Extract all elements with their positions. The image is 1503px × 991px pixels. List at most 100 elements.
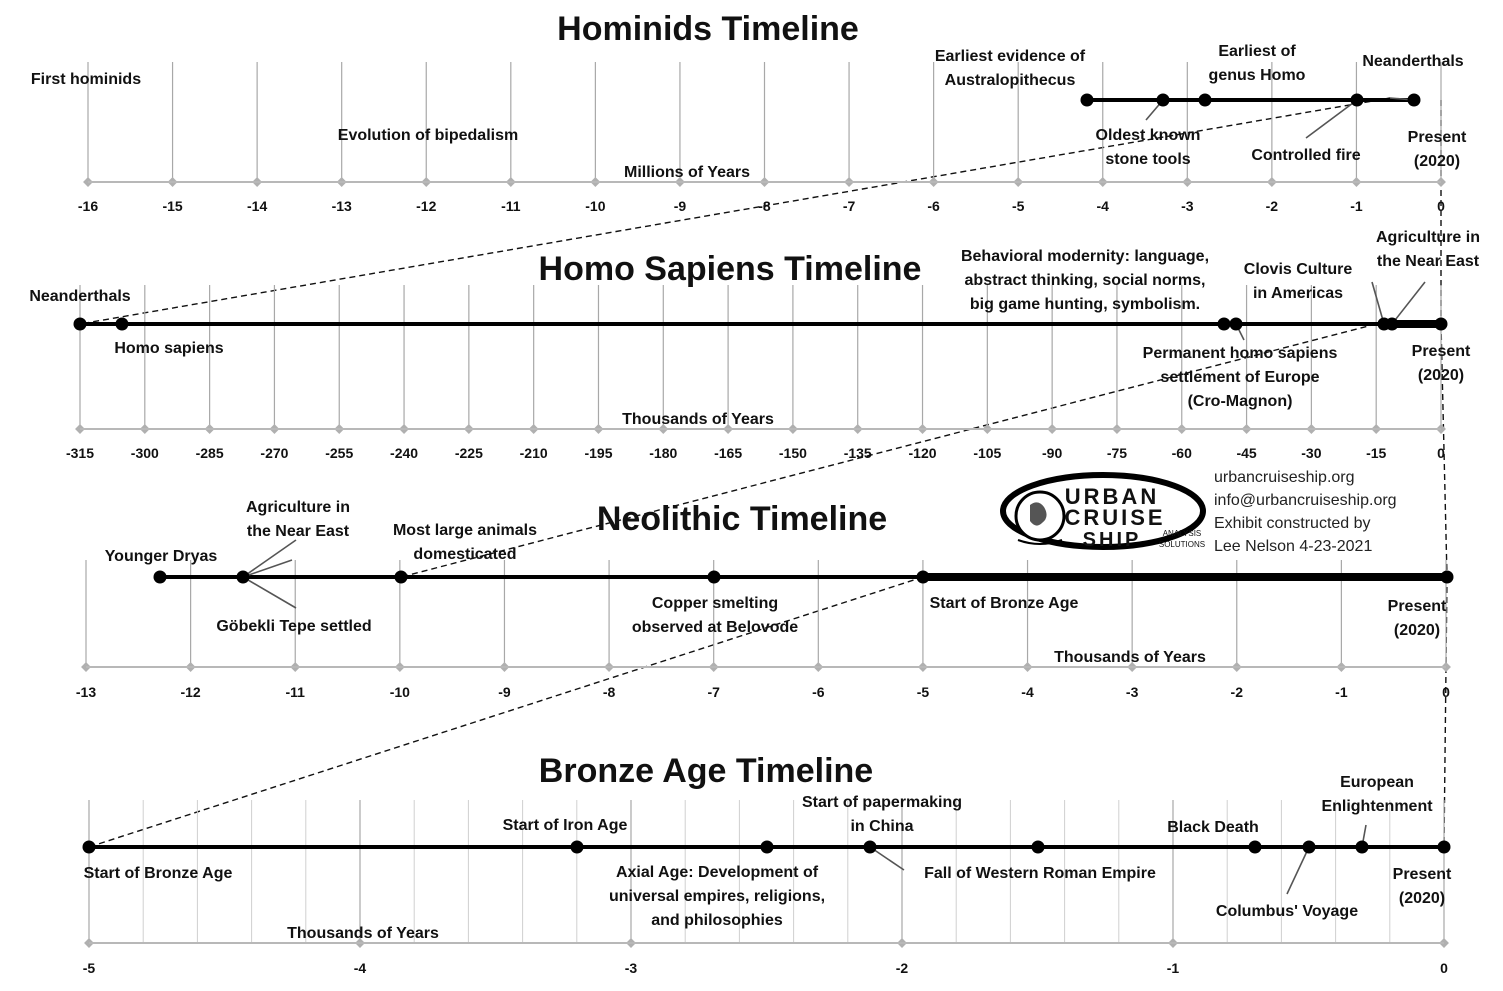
logo-ring <box>1000 472 1206 550</box>
info-line: info@urbancruiseship.org <box>1214 492 1397 509</box>
tick-label: -5 <box>917 684 930 700</box>
leader-line <box>1391 281 1426 325</box>
tick-label: 0 <box>1442 684 1450 700</box>
event-marker <box>863 840 877 854</box>
event-label: Younger Dryas <box>105 548 218 565</box>
event-label: Columbus' Voyage <box>1216 903 1358 920</box>
tick-label: 0 <box>1440 960 1448 976</box>
axis-label: Thousands of Years <box>1054 649 1206 666</box>
event-marker <box>394 570 408 584</box>
tick-label: -15 <box>162 198 182 214</box>
tick-label: -1 <box>1335 684 1348 700</box>
tick-label: -195 <box>584 445 612 461</box>
event-marker <box>115 317 129 331</box>
tick-label: -2 <box>1266 198 1279 214</box>
logo-text: CRUISE <box>1064 505 1165 530</box>
event-marker <box>236 570 250 584</box>
tick-label: -90 <box>1042 445 1062 461</box>
tick-label: -7 <box>843 198 856 214</box>
event-label: (Cro-Magnon) <box>1188 393 1293 410</box>
tick-label: -11 <box>501 198 521 214</box>
event-marker <box>1302 840 1316 854</box>
tick-label: -8 <box>603 684 616 700</box>
tick-label: -13 <box>76 684 96 700</box>
tick-label: -2 <box>896 960 909 976</box>
event-marker <box>707 570 721 584</box>
event-label: settlement of Europe <box>1160 369 1319 386</box>
event-label: domesticated <box>413 546 516 563</box>
dashed-connector <box>400 323 1377 578</box>
event-marker <box>1031 840 1045 854</box>
axis-label: Thousands of Years <box>622 411 774 428</box>
event-marker <box>760 840 774 854</box>
event-label: Clovis Culture <box>1244 261 1353 278</box>
tick-label: -1 <box>1350 198 1363 214</box>
event-label: observed at Belovode <box>632 619 798 636</box>
event-label: Black Death <box>1167 819 1259 836</box>
event-marker <box>1355 840 1369 854</box>
info-line: Lee Nelson 4-23-2021 <box>1214 538 1372 555</box>
tick-label: -240 <box>390 445 418 461</box>
tick-label: -1 <box>1167 960 1180 976</box>
event-label: Start of papermaking <box>802 794 962 811</box>
event-marker <box>1437 840 1451 854</box>
event-label: Controlled fire <box>1251 147 1360 164</box>
tick-label: -180 <box>649 445 677 461</box>
tick-label: -9 <box>498 684 511 700</box>
tick-label: -210 <box>520 445 548 461</box>
tick-label: -225 <box>455 445 483 461</box>
event-marker <box>1440 570 1454 584</box>
tick-label: -13 <box>332 198 352 214</box>
event-marker <box>1434 317 1448 331</box>
leader-line <box>869 846 905 871</box>
leader-line <box>1371 281 1385 325</box>
event-label: in China <box>850 818 913 835</box>
dashed-connector <box>79 97 1391 325</box>
event-label: (2020) <box>1414 153 1460 170</box>
tick-label: -2 <box>1231 684 1244 700</box>
event-label: the Near East <box>247 523 350 540</box>
event-label: Fall of Western Roman Empire <box>924 865 1156 882</box>
tick-label: -10 <box>390 684 410 700</box>
event-label: Neanderthals <box>29 288 130 305</box>
event-marker <box>153 570 167 584</box>
tick-label: -6 <box>812 684 825 700</box>
tick-label: -300 <box>131 445 159 461</box>
tick-label: -8 <box>758 198 771 214</box>
event-label: Axial Age: Development of <box>616 864 819 881</box>
tick-label: -255 <box>325 445 353 461</box>
event-label: universal empires, religions, <box>609 888 825 905</box>
tick-label: -4 <box>354 960 367 976</box>
event-label: (2020) <box>1418 367 1464 384</box>
tick-label: -135 <box>844 445 872 461</box>
exhibit-info: urbancruiseship.org info@urbancruiseship.… <box>1214 469 1397 555</box>
event-label: in Americas <box>1253 285 1343 302</box>
leader-line <box>1286 846 1310 895</box>
axis-label: Millions of Years <box>624 164 750 181</box>
tick-label: -60 <box>1172 445 1192 461</box>
tick-label: -7 <box>707 684 720 700</box>
event-marker <box>1229 317 1243 331</box>
tick-label: -75 <box>1107 445 1127 461</box>
event-marker <box>1350 93 1364 107</box>
tick-label: -4 <box>1097 198 1110 214</box>
event-label: Evolution of bipedalism <box>338 127 518 144</box>
event-label: Start of Bronze Age <box>84 865 233 882</box>
event-label: Enlightenment <box>1321 798 1433 815</box>
tick-label: -6 <box>927 198 940 214</box>
leader-line <box>242 539 297 578</box>
event-label: Most large animals <box>393 522 537 539</box>
ship-wave <box>1017 539 1063 545</box>
tick-label: -285 <box>196 445 224 461</box>
event-marker <box>1080 93 1094 107</box>
logo-subtext: ANALYSIS <box>1163 529 1202 538</box>
event-label: Agriculture in <box>1376 229 1480 246</box>
tick-label: -15 <box>1366 445 1386 461</box>
event-label: abstract thinking, social norms, <box>965 272 1206 289</box>
tick-label: 0 <box>1437 198 1445 214</box>
event-label: big game hunting, symbolism. <box>970 296 1200 313</box>
tick-label: -4 <box>1021 684 1034 700</box>
dashed-connector <box>1440 323 1448 578</box>
event-label: the Near East <box>1377 253 1480 270</box>
